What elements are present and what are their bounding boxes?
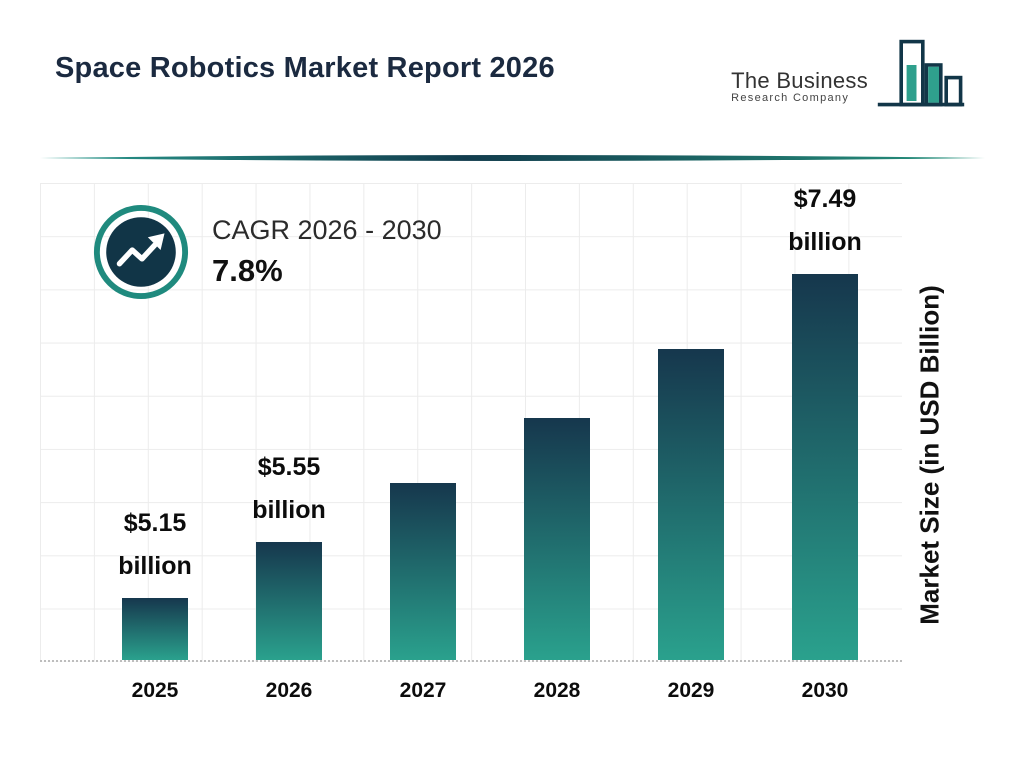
- bar-2027: [390, 483, 456, 660]
- x-tick-2027: 2027: [399, 679, 447, 702]
- cagr-text: CAGR 2026 - 2030 7.8%: [212, 215, 442, 289]
- trend-up-icon: [93, 204, 189, 300]
- cagr-value: 7.8%: [212, 253, 283, 288]
- x-axis-labels: 2025 2026 2027 2028 2029 2030: [40, 679, 902, 711]
- plot-area: CAGR 2026 - 2030 7.8% $5.15 billion $5.55 b…: [40, 183, 902, 662]
- y-axis-title: Market Size (in USD Billion): [914, 285, 945, 625]
- x-tick-2029: 2029: [667, 679, 715, 702]
- value-label-2030: $7.49 billion: [788, 185, 862, 256]
- logo-name: The Business: [731, 67, 868, 93]
- value-label-2026: $5.55 billion: [252, 453, 326, 524]
- bar-2028: [524, 418, 590, 660]
- value-label-2025: $5.15 billion: [118, 509, 192, 580]
- divider-line: [40, 155, 985, 161]
- bar-2030: [792, 274, 858, 660]
- x-tick-2026: 2026: [265, 679, 313, 702]
- x-tick-2025: 2025: [131, 679, 179, 702]
- bar-2026: [256, 542, 322, 660]
- bar-2029: [658, 349, 724, 660]
- x-tick-2028: 2028: [533, 679, 581, 702]
- logo-text: The Business Research Company: [731, 69, 868, 110]
- company-logo: The Business Research Company: [731, 38, 966, 110]
- page-title: Space Robotics Market Report 2026: [55, 52, 555, 84]
- x-tick-2030: 2030: [801, 679, 849, 702]
- cagr-label: CAGR 2026 - 2030: [212, 215, 442, 245]
- bar-2025: [122, 598, 188, 660]
- bar-chart-logo-icon: [877, 39, 965, 107]
- cagr-block: CAGR 2026 - 2030 7.8%: [92, 203, 442, 301]
- logo-subname: Research Company: [731, 92, 850, 104]
